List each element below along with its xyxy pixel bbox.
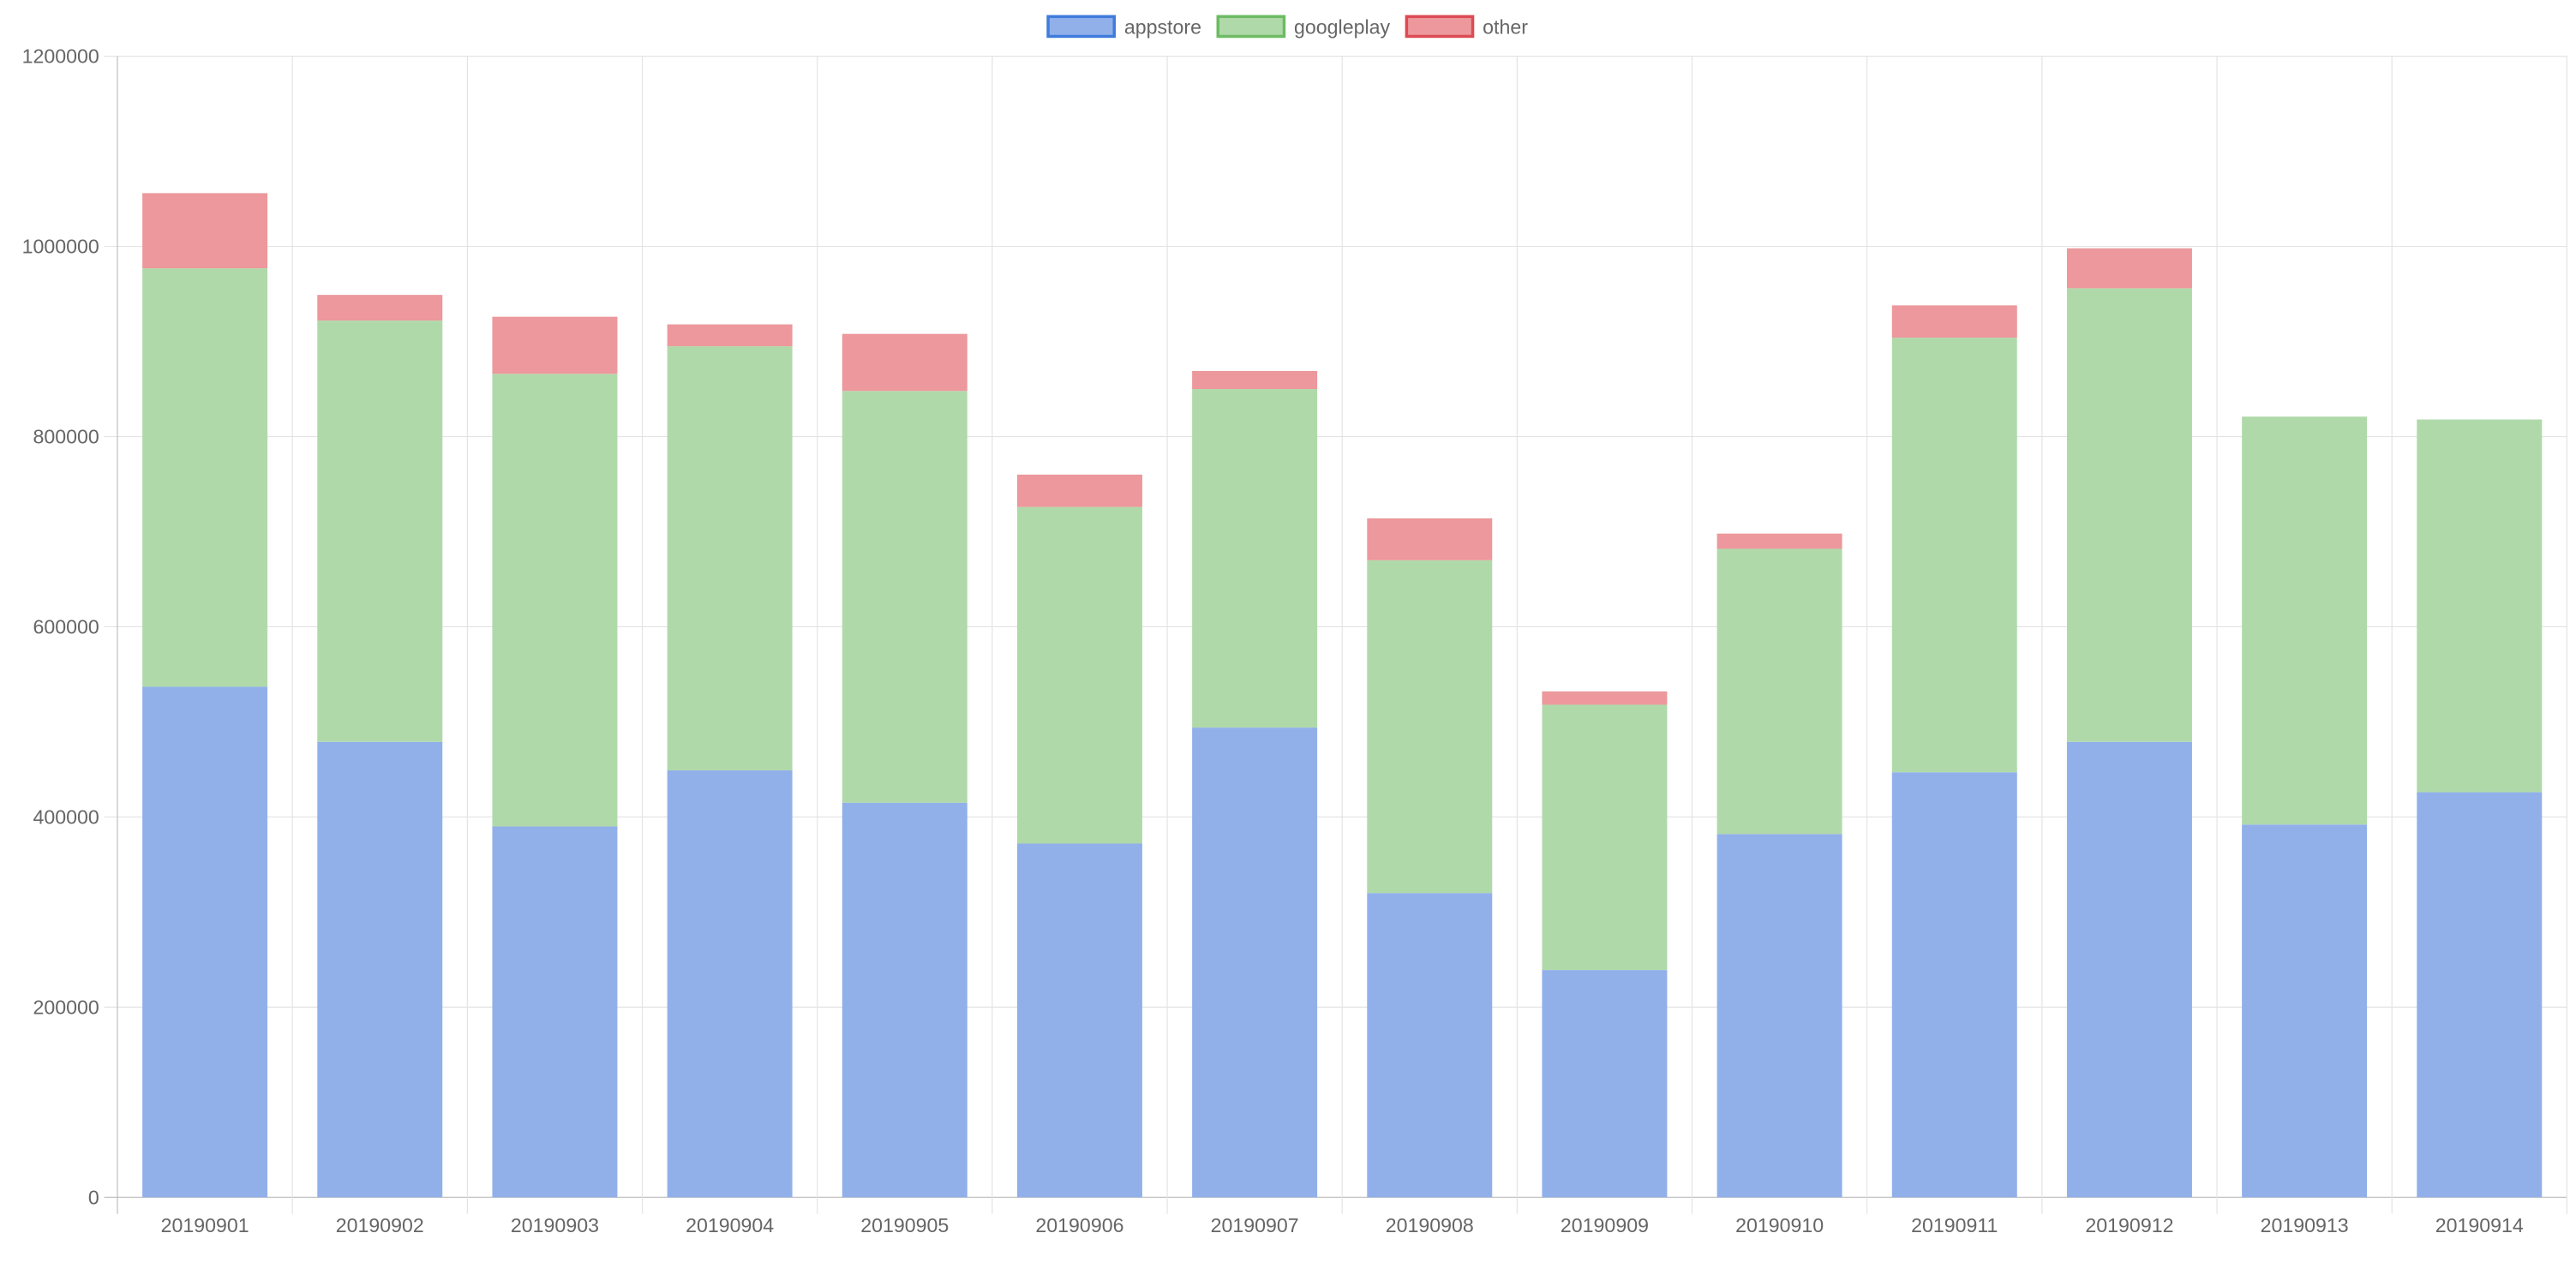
bar-segment-googleplay[interactable] xyxy=(2066,288,2192,742)
x-tick-label: 20190901 xyxy=(161,1214,249,1236)
bar-segment-googleplay[interactable] xyxy=(1716,548,1842,835)
bar-segment-googleplay[interactable] xyxy=(2417,419,2543,793)
bar-segment-appstore[interactable] xyxy=(2066,741,2192,1198)
y-tick-label: 0 xyxy=(88,1186,99,1208)
x-tick-label: 20190912 xyxy=(2085,1214,2173,1236)
x-tick-label: 20190906 xyxy=(1035,1214,1123,1236)
grid-lines xyxy=(104,56,2567,1214)
bar-segment-appstore[interactable] xyxy=(1891,772,2017,1198)
bar-segment-googleplay[interactable] xyxy=(1542,704,1668,971)
bar-segment-googleplay[interactable] xyxy=(492,374,618,827)
axes: 0 200000 400000 600000 800000 1000000 1200000 2… xyxy=(22,45,2524,1236)
legend-swatch xyxy=(1405,15,1475,39)
bar-segment-googleplay[interactable] xyxy=(2242,416,2368,825)
bar-segment-appstore[interactable] xyxy=(2242,824,2368,1198)
bar-segment-googleplay[interactable] xyxy=(1016,506,1142,844)
x-tick-label: 20190908 xyxy=(1386,1214,1474,1236)
x-tick-label: 20190903 xyxy=(511,1214,599,1236)
legend-label: other xyxy=(1483,15,1528,38)
x-tick-label: 20190910 xyxy=(1735,1214,1824,1236)
bar-segment-appstore[interactable] xyxy=(842,802,967,1198)
x-tick-label: 20190913 xyxy=(2261,1214,2349,1236)
bar-segment-googleplay[interactable] xyxy=(842,391,967,803)
bar-segment-appstore[interactable] xyxy=(317,741,443,1198)
bar-segment-appstore[interactable] xyxy=(2417,792,2543,1198)
bar-segment-other[interactable] xyxy=(667,324,793,347)
bar-segment-other[interactable] xyxy=(142,193,268,269)
y-tick-label: 1000000 xyxy=(22,236,99,258)
bar-segment-other[interactable] xyxy=(1192,370,1318,390)
bar-segment-appstore[interactable] xyxy=(1542,970,1668,1198)
bar-segment-googleplay[interactable] xyxy=(1367,560,1493,894)
bar-segment-appstore[interactable] xyxy=(1367,893,1493,1198)
bar-segment-googleplay[interactable] xyxy=(667,346,793,771)
x-tick-label: 20190905 xyxy=(860,1214,949,1236)
bar-segment-appstore[interactable] xyxy=(667,770,793,1198)
legend-item-appstore[interactable]: appstore xyxy=(1046,15,1201,39)
legend: appstore googleplay other xyxy=(1046,15,1528,39)
x-tick-label: 20190909 xyxy=(1561,1214,1649,1236)
legend-item-other[interactable]: other xyxy=(1405,15,1528,39)
x-tick-label: 20190914 xyxy=(2435,1214,2524,1236)
y-tick-label: 800000 xyxy=(33,426,99,448)
y-tick-label: 200000 xyxy=(33,996,99,1018)
bar-segment-other[interactable] xyxy=(1891,305,2017,338)
x-tick-label: 20190902 xyxy=(336,1214,424,1236)
bar-segment-other[interactable] xyxy=(1716,533,1842,549)
bar-segment-other[interactable] xyxy=(492,316,618,374)
legend-label: appstore xyxy=(1124,15,1201,38)
bar-segment-other[interactable] xyxy=(842,333,967,392)
legend-swatch xyxy=(1216,15,1286,39)
bar-segment-appstore[interactable] xyxy=(492,826,618,1198)
bar-segment-googleplay[interactable] xyxy=(142,268,268,687)
bar-segment-googleplay[interactable] xyxy=(1891,338,2017,773)
x-tick-label: 20190911 xyxy=(1911,1214,1998,1236)
bar-segment-other[interactable] xyxy=(317,295,443,321)
bar-segment-appstore[interactable] xyxy=(142,686,268,1198)
bar-segment-appstore[interactable] xyxy=(1192,727,1318,1198)
y-tick-label: 400000 xyxy=(33,806,99,829)
bar-segment-googleplay[interactable] xyxy=(1192,389,1318,728)
bar-segment-appstore[interactable] xyxy=(1716,834,1842,1198)
x-tick-label: 20190907 xyxy=(1211,1214,1299,1236)
bar-segment-googleplay[interactable] xyxy=(317,320,443,742)
legend-label: googleplay xyxy=(1294,15,1390,38)
bar-segment-other[interactable] xyxy=(1016,474,1142,507)
bar-segment-other[interactable] xyxy=(2066,248,2192,289)
x-tick-label: 20190904 xyxy=(686,1214,774,1236)
bar-segment-other[interactable] xyxy=(1542,691,1668,705)
y-tick-label: 1200000 xyxy=(22,45,99,68)
bars xyxy=(142,193,2543,1198)
bar-segment-other[interactable] xyxy=(1367,518,1493,560)
legend-swatch xyxy=(1046,15,1116,39)
bar-segment-appstore[interactable] xyxy=(1016,843,1142,1198)
y-tick-label: 600000 xyxy=(33,616,99,638)
legend-item-googleplay[interactable]: googleplay xyxy=(1216,15,1390,39)
